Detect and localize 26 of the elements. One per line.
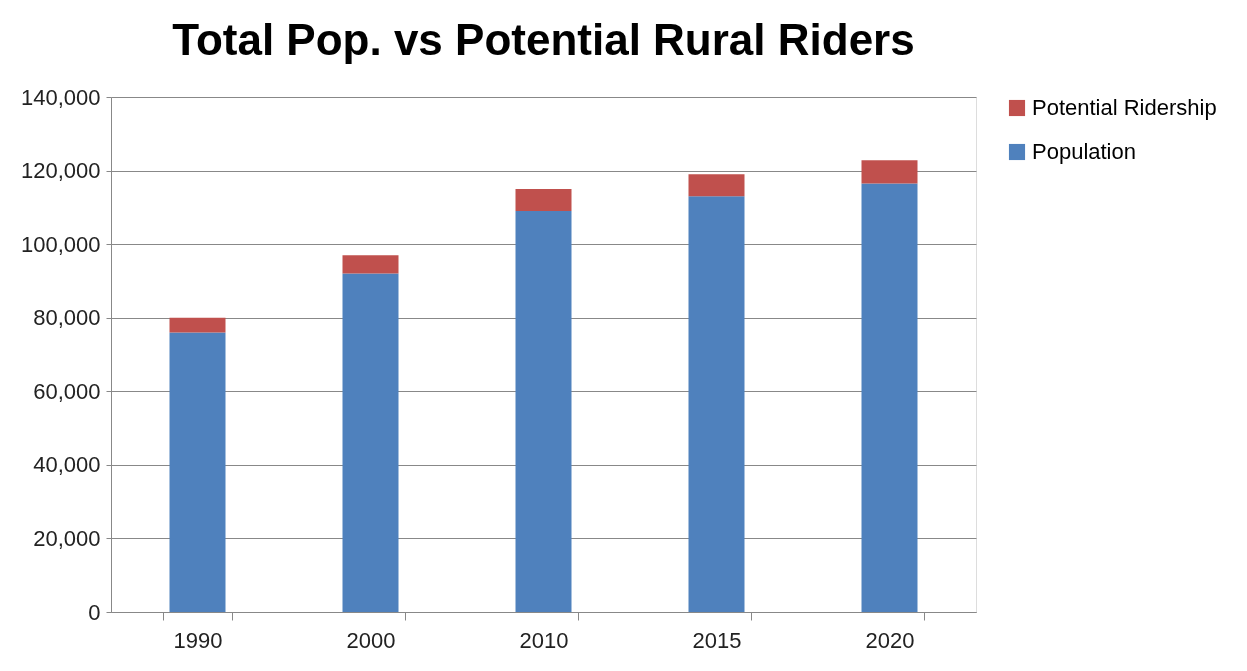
bar <box>342 255 399 274</box>
y-tick-label: 20,000 <box>33 525 101 551</box>
bar <box>688 174 745 197</box>
y-tick-label: 40,000 <box>33 452 101 478</box>
bar <box>861 183 918 612</box>
bar <box>861 160 918 184</box>
bar <box>515 211 572 612</box>
chart-title: Total Pop. vs Potential Rural Riders <box>172 15 915 64</box>
y-tick-label: 0 <box>88 599 101 625</box>
bar <box>169 317 226 333</box>
y-tick-label: 120,000 <box>20 158 101 184</box>
x-tick-label: 2000 <box>346 627 396 653</box>
y-tick-label: 100,000 <box>20 231 101 257</box>
y-tick-label: 80,000 <box>33 305 101 331</box>
y-tick-label: 140,000 <box>20 84 101 110</box>
x-tick-label: 1990 <box>173 627 223 653</box>
legend-label: Population <box>1032 139 1136 164</box>
y-tick-label: 60,000 <box>33 378 101 404</box>
x-tick-label: 2010 <box>519 627 569 653</box>
x-tick-label: 2020 <box>865 627 915 653</box>
bar <box>342 273 399 612</box>
legend-label: Potential Ridership <box>1032 95 1217 120</box>
bar <box>688 196 745 612</box>
x-tick-label: 2015 <box>692 627 742 653</box>
bar <box>515 188 572 212</box>
bar <box>169 332 226 612</box>
